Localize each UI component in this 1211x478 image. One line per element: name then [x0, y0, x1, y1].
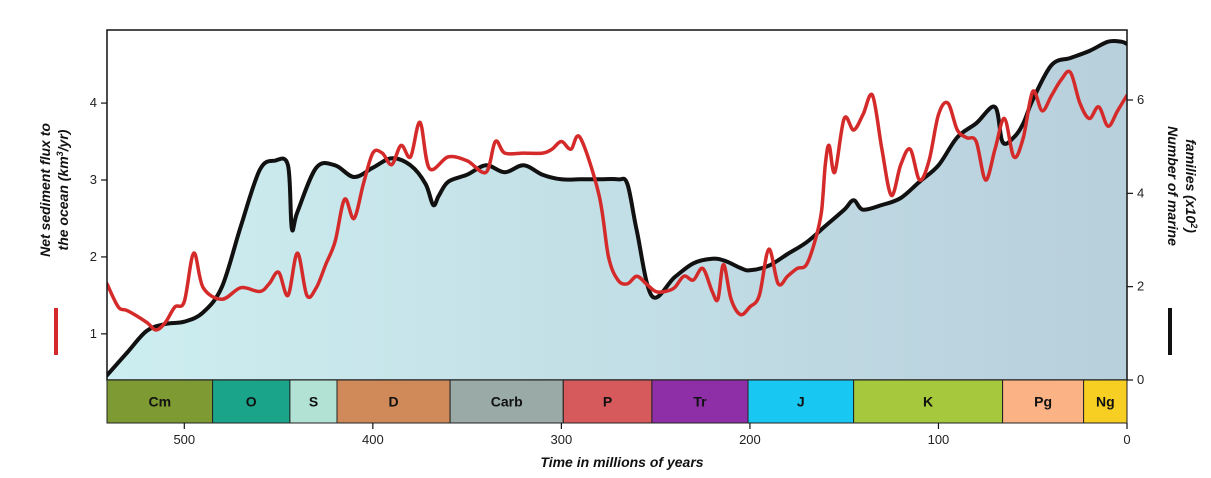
period-block-ng	[1083, 379, 1128, 424]
right-tick-label: 6	[1137, 92, 1144, 107]
marine-families-line	[107, 38, 1127, 378]
period-block-tr	[651, 379, 749, 424]
left-tick-label: 4	[90, 95, 97, 110]
x-tick-label: 0	[1123, 432, 1130, 447]
x-tick-label: 400	[362, 432, 384, 447]
right-axis-title-line1: Number of marine	[1165, 126, 1181, 246]
period-label-j: J	[797, 394, 805, 410]
x-axis-title: Time in millions of years	[540, 454, 703, 470]
period-block-d	[336, 379, 451, 424]
x-tick-label: 200	[739, 432, 761, 447]
period-block-carb	[449, 379, 564, 424]
period-label-carb: Carb	[491, 394, 523, 410]
x-tick-label: 500	[173, 432, 195, 447]
left-axis-title-line1: Net sediment flux to	[37, 123, 53, 257]
x-tick-label: 100	[928, 432, 950, 447]
right-tick-label: 4	[1137, 185, 1144, 200]
period-block-p	[562, 379, 653, 424]
right-axis-title-line2: families (x102)	[1183, 139, 1199, 233]
marine-families-area	[107, 40, 1127, 380]
left-axis-title-line2: the ocean (km3/yr)	[55, 129, 71, 250]
right-tick-label: 0	[1137, 372, 1144, 387]
period-block-cm	[106, 379, 214, 424]
period-label-cm: Cm	[149, 394, 172, 410]
x-tick-label: 300	[551, 432, 573, 447]
period-label-tr: Tr	[693, 394, 707, 410]
period-label-s: S	[309, 394, 318, 410]
period-block-j	[747, 379, 855, 424]
period-label-k: K	[923, 394, 933, 410]
period-block-k	[853, 379, 1003, 424]
right-tick-label: 2	[1137, 279, 1144, 294]
period-label-pg: Pg	[1034, 394, 1052, 410]
period-label-ng: Ng	[1096, 394, 1115, 410]
period-label-p: P	[603, 394, 612, 410]
period-label-o: O	[246, 394, 257, 410]
period-label-d: D	[389, 394, 399, 410]
left-tick-label: 1	[90, 326, 97, 341]
left-tick-label: 3	[90, 172, 97, 187]
period-block-s	[289, 379, 338, 424]
sediment-flux-line	[107, 69, 1127, 332]
left-tick-label: 2	[90, 249, 97, 264]
